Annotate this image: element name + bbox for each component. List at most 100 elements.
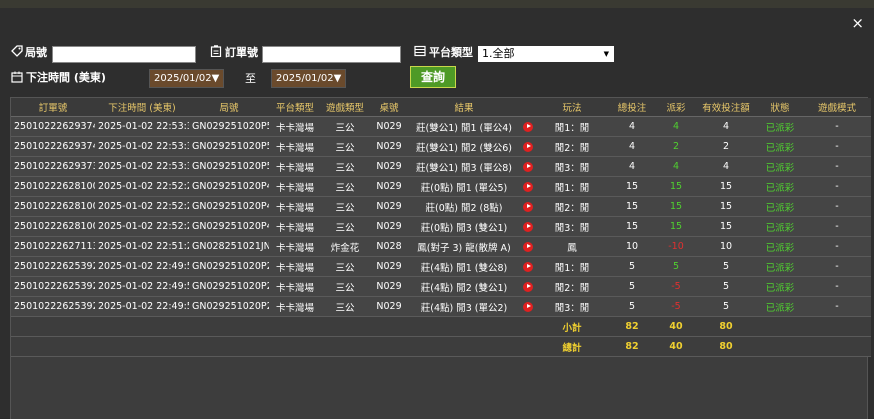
cell: 4 [607, 116, 657, 137]
empty-cell [321, 316, 369, 337]
cell: 15 [607, 216, 657, 237]
table-row: 2501022262711372025-01-02 22:51:28GN0282… [11, 236, 871, 257]
cell: 三公 [321, 156, 369, 177]
cell: GN029251020P5 [189, 156, 269, 177]
empty-cell [269, 336, 321, 357]
cell: -10 [657, 236, 695, 257]
cell: 4 [695, 116, 757, 137]
cell: 2 [695, 136, 757, 157]
cell: 已派彩 [757, 216, 803, 237]
video-cell [519, 256, 537, 277]
cell: 閒1：閒 [537, 116, 607, 137]
column-header: 局號 [189, 98, 269, 117]
order-input[interactable] [262, 46, 401, 63]
video-cell [519, 116, 537, 137]
video-cell [519, 196, 537, 217]
cell: N029 [369, 196, 409, 217]
cell: 10 [607, 236, 657, 257]
date-from[interactable]: 2025/01/02▼ [149, 69, 225, 88]
cell: 三公 [321, 116, 369, 137]
cell: 閒2：閒 [537, 196, 607, 217]
summary-label: 總計 [537, 336, 607, 357]
empty-cell [803, 316, 871, 337]
cell: 閒3：閒 [537, 296, 607, 317]
cell: - [803, 216, 871, 237]
cell: 250102226253926 [11, 276, 95, 297]
cell: 閒2：閒 [537, 276, 607, 297]
cell: - [803, 116, 871, 137]
summary-value: 82 [607, 336, 657, 357]
video-icon[interactable] [523, 221, 533, 232]
cell: 5 [607, 276, 657, 297]
table-row: 2501022262539262025-01-02 22:49:50GN0292… [11, 276, 871, 297]
cell: 莊(4點) 閒1 (雙公8) [409, 256, 519, 277]
cell: 5 [607, 296, 657, 317]
summary-row: 總計 82 40 80 [11, 336, 871, 357]
cell: 莊(4點) 閒2 (雙公1) [409, 276, 519, 297]
cell: 已派彩 [757, 256, 803, 277]
video-cell [519, 236, 537, 257]
empty-cell [95, 336, 189, 357]
summary-row: 小計 82 40 80 [11, 316, 871, 337]
column-header: 結果 [409, 98, 519, 117]
cell: 閒1：閒 [537, 256, 607, 277]
cell: 閒2：閒 [537, 136, 607, 157]
cell: - [803, 176, 871, 197]
cell: - [803, 296, 871, 317]
video-cell [519, 156, 537, 177]
video-icon[interactable] [523, 261, 533, 272]
header-row: 訂單號 下注時間 (美東) 局號 平台類型 遊戲類型 桌號 結果 玩法 總投注 派彩 有效投注額 狀態… [11, 98, 871, 117]
cell: N029 [369, 116, 409, 137]
video-icon[interactable] [523, 301, 533, 312]
cell: 已派彩 [757, 176, 803, 197]
cell: -5 [657, 276, 695, 297]
video-cell [519, 216, 537, 237]
cell: 2025-01-02 22:53:33 [95, 136, 189, 157]
video-icon[interactable] [523, 141, 533, 152]
bet-table: 訂單號 下注時間 (美東) 局號 平台類型 遊戲類型 桌號 結果 玩法 總投注 派彩 有效投注額 狀態… [11, 98, 871, 357]
cell: 炸金花 [321, 236, 369, 257]
search-button[interactable]: 查詢 [410, 66, 456, 88]
icon-header [519, 98, 537, 117]
column-header: 遊戲模式 [803, 98, 871, 117]
video-icon[interactable] [523, 281, 533, 292]
cell: 卡卡灣場 [269, 116, 321, 137]
cell: 閒1：閒 [537, 176, 607, 197]
cell: 三公 [321, 196, 369, 217]
platform-select[interactable]: 1.全部 ▼ [478, 46, 614, 62]
table-body: 2501022262937422025-01-02 22:53:33GN0292… [11, 116, 871, 357]
cell: 卡卡灣場 [269, 276, 321, 297]
empty-cell [189, 336, 269, 357]
cell: 三公 [321, 276, 369, 297]
cell: 2025-01-02 22:52:21 [95, 216, 189, 237]
date-to[interactable]: 2025/01/02▼ [271, 69, 347, 88]
cell: 已派彩 [757, 276, 803, 297]
empty-cell [369, 336, 409, 357]
cell: 卡卡灣場 [269, 156, 321, 177]
cell: 莊(0點) 閒3 (雙公1) [409, 216, 519, 237]
time-label: 下注時間 (美東) [26, 71, 106, 84]
round-input[interactable] [52, 46, 196, 63]
cell: 已派彩 [757, 236, 803, 257]
cell: N029 [369, 216, 409, 237]
cell: 卡卡灣場 [269, 216, 321, 237]
video-icon[interactable] [523, 201, 533, 212]
modal: × 局號 訂單號 平台類型 1.全部 ▼ 下注時間 (美東) 2025/01/02… [0, 8, 874, 419]
table-container: 訂單號 下注時間 (美東) 局號 平台類型 遊戲類型 桌號 結果 玩法 總投注 派彩 有效投注額 狀態… [10, 97, 871, 419]
video-icon[interactable] [523, 121, 533, 132]
video-icon[interactable] [523, 241, 533, 252]
cell: 4 [657, 116, 695, 137]
cell: 2025-01-02 22:53:33 [95, 156, 189, 177]
calendar-icon [11, 71, 23, 83]
cell: 5 [695, 296, 757, 317]
cell: 莊(0點) 閒1 (單公5) [409, 176, 519, 197]
video-icon[interactable] [523, 181, 533, 192]
video-cell [519, 136, 537, 157]
close-button[interactable]: × [851, 14, 864, 32]
empty-cell [269, 316, 321, 337]
cell: 已派彩 [757, 136, 803, 157]
cell: 已派彩 [757, 196, 803, 217]
cell: N029 [369, 176, 409, 197]
video-icon[interactable] [523, 161, 533, 172]
background-strip [0, 0, 874, 8]
